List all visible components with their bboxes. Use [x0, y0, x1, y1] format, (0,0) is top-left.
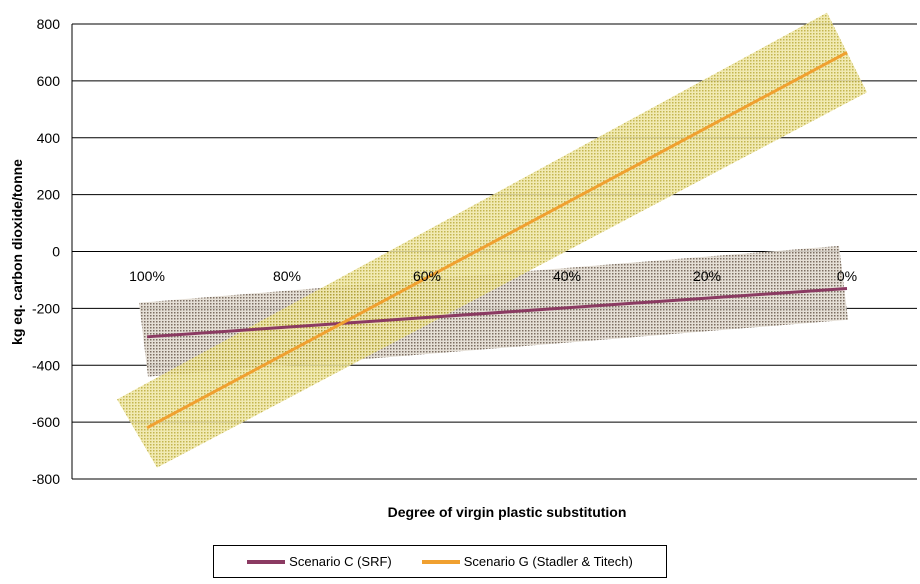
legend-label-scenario-c: Scenario C (SRF)	[289, 554, 392, 569]
legend: Scenario C (SRF) Scenario G (Stadler & T…	[213, 545, 667, 578]
x-tick-label: 20%	[693, 268, 721, 284]
x-tick-labels: 100% 80% 60% 40% 20% 0%	[129, 268, 857, 284]
x-tick-label: 80%	[273, 268, 301, 284]
y-tick-labels: 800 600 400 200 0 -200 -400 -600 -800	[32, 16, 60, 487]
legend-item-scenario-c: Scenario C (SRF)	[247, 554, 392, 569]
x-tick-label: 0%	[837, 268, 857, 284]
legend-label-scenario-g: Scenario G (Stadler & Titech)	[463, 554, 633, 569]
series-line-scenario-c	[146, 286, 848, 339]
uncertainty-bands	[117, 12, 867, 468]
legend-swatch-scenario-g	[421, 559, 460, 564]
y-tick-label: 0	[52, 244, 60, 260]
series-line-scenario-g	[146, 51, 848, 430]
y-tick-label: -600	[32, 414, 60, 430]
band-scenario-g	[117, 12, 867, 468]
x-tick-label: 100%	[129, 268, 165, 284]
y-tick-label: -200	[32, 300, 60, 316]
series-lines	[146, 51, 848, 430]
x-axis-title: Degree of virgin plastic substitution	[388, 504, 627, 520]
x-tick-label: 40%	[553, 268, 581, 284]
y-tick-label: 800	[37, 16, 61, 32]
y-tick-label: 400	[37, 130, 61, 146]
legend-item-scenario-g: Scenario G (Stadler & Titech)	[421, 554, 633, 569]
y-tick-label: 200	[37, 187, 61, 203]
y-tick-label: 600	[37, 73, 61, 89]
x-tick-label: 60%	[413, 268, 441, 284]
legend-swatch-scenario-c	[247, 559, 286, 564]
y-tick-label: -400	[32, 357, 60, 373]
y-tick-label: -800	[32, 471, 60, 487]
y-axis-title: kg eq. carbon dioxide/tonne	[9, 159, 25, 345]
